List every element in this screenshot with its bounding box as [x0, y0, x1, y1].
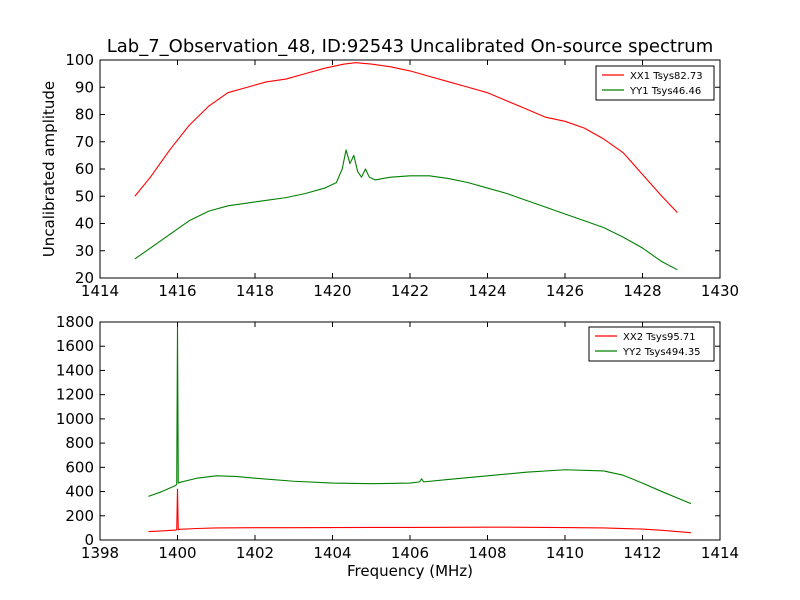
- chart-top-x-tick-label: 1424: [468, 282, 506, 300]
- chart-bottom-y-tick-label: 400: [65, 483, 94, 501]
- chart-top-x-tick-label: 1430: [701, 282, 739, 300]
- chart-bottom-x-tick-label: 1406: [391, 544, 429, 562]
- chart-bottom-y-tick-label: 1200: [56, 386, 94, 404]
- chart-bottom-x-axis-label: Frequency (MHz): [347, 562, 473, 580]
- chart-top-x-tick-label: 1414: [81, 282, 119, 300]
- chart-bottom-series-1-line: [148, 488, 691, 534]
- chart-top-y-tick-label: 50: [75, 187, 94, 205]
- chart-bottom-y-tick-label: 0: [84, 531, 94, 549]
- chart-top-y-tick-label: 80: [75, 106, 94, 124]
- chart-bottom-x-tick-label: 1408: [468, 544, 506, 562]
- chart-bottom-x-tick-label: 1398: [81, 544, 119, 562]
- chart-top-legend-label-2: YY1 Tsys46.46: [629, 86, 701, 97]
- chart-top-y-tick-label: 20: [75, 269, 94, 287]
- chart-bottom-legend-label-1: XX2 Tsys95.71: [623, 332, 696, 343]
- chart-bottom-legend-label-2: YY2 Tsys494.35: [622, 347, 701, 358]
- chart-top: Lab_7_Observation_48, ID:92543 Uncalibra…: [40, 36, 739, 300]
- chart-top-legend: XX1 Tsys82.73 YY1 Tsys46.46: [595, 65, 715, 101]
- chart-bottom-x-tick-label: 1404: [313, 544, 351, 562]
- chart-top-plot-area: 1414 1416 1418 1420 1422 1424 1426 1428 1430 20 30…: [65, 51, 739, 300]
- chart-bottom-plot-area: 1398 1400 1402 1404 1406 1408 1410 1412 1414 0 200…: [56, 313, 739, 562]
- chart-top-y-axis-label: Uncalibrated amplitude: [40, 81, 58, 257]
- chart-bottom-legend: XX2 Tsys95.71 YY2 Tsys494.35: [588, 326, 715, 362]
- chart-top-x-tick-label: 1420: [313, 282, 351, 300]
- chart-bottom-y-tick-label: 1000: [56, 410, 94, 428]
- chart-top-x-tick-label: 1418: [236, 282, 274, 300]
- chart-bottom-y-tick-label: 200: [65, 507, 94, 525]
- chart-top-y-tick-label: 30: [75, 242, 94, 260]
- chart-top-title: Lab_7_Observation_48, ID:92543 Uncalibra…: [107, 36, 714, 57]
- chart-top-y-tick-label: 40: [75, 215, 94, 233]
- chart-top-series-1-line: [134, 62, 678, 213]
- chart-bottom-y-tick-label: 800: [65, 434, 94, 452]
- chart-top-y-tick-label: 100: [65, 51, 94, 69]
- chart-top-x-tick-label: 1428: [623, 282, 661, 300]
- chart-bottom-x-tick-label: 1402: [236, 544, 274, 562]
- chart-bottom-y-tick-label: 1400: [56, 361, 94, 379]
- chart-top-series-2-line: [134, 149, 678, 271]
- chart-top-x-tick-label: 1422: [391, 282, 429, 300]
- chart-bottom-x-tick-label: 1412: [623, 544, 661, 562]
- chart-top-y-tick-label: 90: [75, 78, 94, 96]
- chart-top-x-tick-label: 1416: [158, 282, 196, 300]
- chart-top-legend-label-1: XX1 Tsys82.73: [630, 71, 703, 82]
- chart-top-y-tick-label: 70: [75, 133, 94, 151]
- chart-bottom-y-tick-label: 1600: [56, 337, 94, 355]
- chart-bottom-series-2-line: [148, 326, 692, 505]
- chart-top-legend-box: [595, 65, 715, 101]
- chart-bottom-x-tick-label: 1410: [546, 544, 584, 562]
- chart-top-x-tick-label: 1426: [546, 282, 584, 300]
- chart-bottom-x-tick-label: 1400: [158, 544, 196, 562]
- chart-bottom-legend-box: [588, 326, 715, 362]
- chart-bottom-x-tick-label: 1414: [701, 544, 739, 562]
- chart-top-y-tick-label: 60: [75, 160, 94, 178]
- chart-bottom-y-tick-label: 1800: [56, 313, 94, 331]
- chart-bottom-y-tick-label: 600: [65, 458, 94, 476]
- chart-bottom: Frequency (MHz) 1398 1400 1402 1404 1406 1408…: [56, 313, 739, 580]
